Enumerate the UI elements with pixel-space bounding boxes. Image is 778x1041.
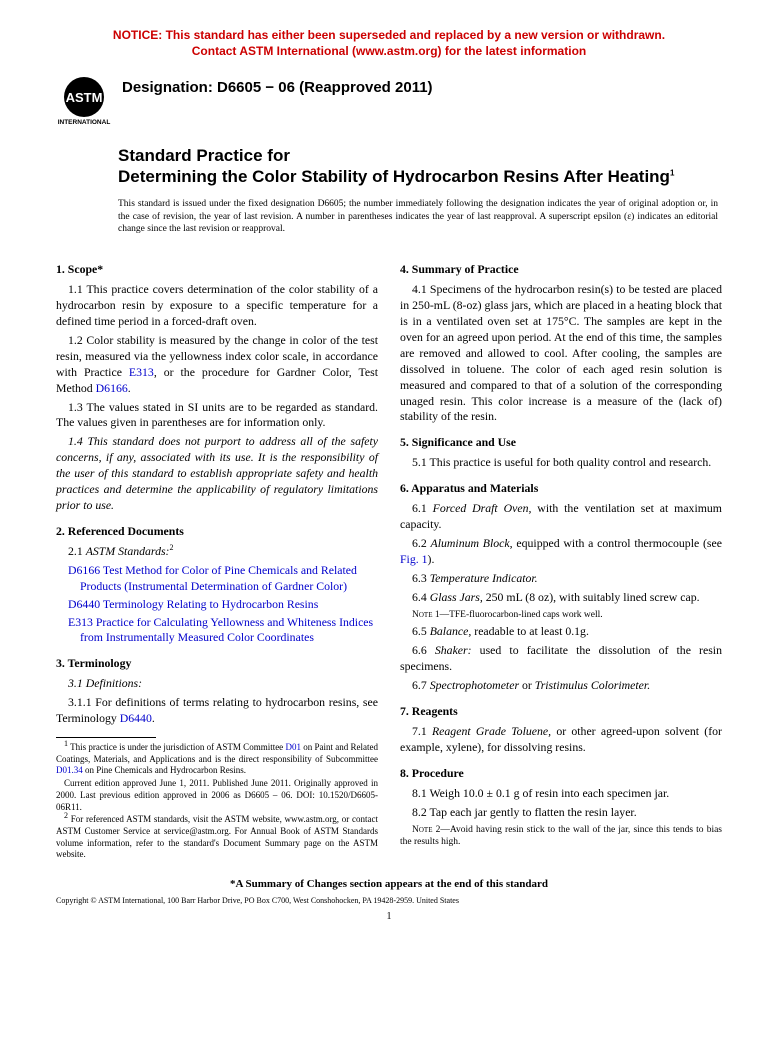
link-e313-ref[interactable]: E313	[68, 615, 93, 629]
procedure-head: 8. Procedure	[400, 766, 722, 782]
summary-changes-note: *A Summary of Changes section appears at…	[56, 878, 722, 890]
link-fig1[interactable]: Fig. 1	[400, 552, 428, 566]
link-d6440[interactable]: D6440	[120, 711, 152, 725]
link-d6166-ref[interactable]: D6166	[68, 563, 100, 577]
significance-head: 5. Significance and Use	[400, 435, 722, 451]
summary-head: 4. Summary of Practice	[400, 262, 722, 278]
reagents-head: 7. Reagents	[400, 704, 722, 720]
refdocs-head: 2. Referenced Documents	[56, 524, 378, 540]
title-block: Standard Practice for Determining the Co…	[118, 145, 722, 188]
body-columns: 1. Scope* 1.1 This practice covers deter…	[56, 252, 722, 862]
scope-head: 1. Scope*	[56, 262, 378, 278]
issuance-note: This standard is issued under the fixed …	[118, 198, 718, 236]
link-e313[interactable]: E313	[129, 365, 154, 379]
link-d6440-ref[interactable]: D6440	[68, 597, 100, 611]
terminology-head: 3. Terminology	[56, 656, 378, 672]
copyright: Copyright © ASTM International, 100 Barr…	[56, 896, 722, 905]
apparatus-head: 6. Apparatus and Materials	[400, 481, 722, 497]
link-d6166[interactable]: D6166	[96, 381, 128, 395]
designation: Designation: D6605 − 06 (Reapproved 2011…	[122, 79, 433, 96]
svg-text:ASTM: ASTM	[66, 90, 103, 105]
footnote-rule	[56, 737, 156, 738]
astm-logo: ASTM INTERNATIONAL	[56, 71, 112, 127]
page-number: 1	[56, 911, 722, 922]
svg-text:INTERNATIONAL: INTERNATIONAL	[58, 119, 111, 126]
footnote-1: 1 This practice is under the jurisdictio…	[56, 742, 378, 777]
notice-banner: NOTICE: This standard has either been su…	[56, 28, 722, 59]
